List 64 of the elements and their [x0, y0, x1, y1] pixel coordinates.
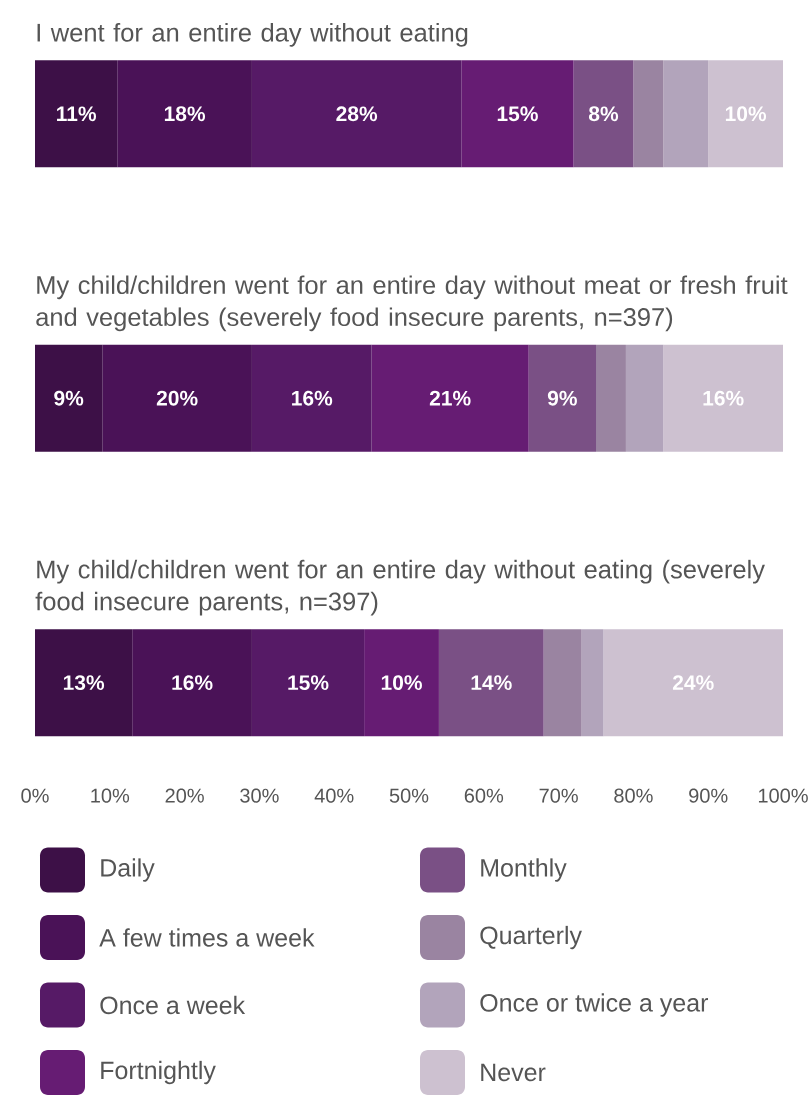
data-label: 14% — [471, 675, 512, 690]
legend-label: A few times a week — [99, 928, 315, 947]
data-label: 13% — [63, 675, 105, 691]
bar — [35, 60, 118, 168]
bar — [543, 629, 582, 737]
x-tick-label: 80% — [614, 788, 653, 803]
legend-label: Daily — [101, 858, 155, 882]
y-tick-label: I went for an entire day without eating — [37, 22, 468, 47]
data-label: 11% — [57, 106, 97, 122]
legend-label: Quarterly — [480, 925, 582, 950]
data-label: 9% — [54, 390, 84, 406]
data-label: 15% — [497, 106, 538, 122]
data-label: 10% — [725, 106, 767, 122]
data-label: 16% — [292, 390, 333, 406]
legend-label: Monthly — [481, 858, 567, 882]
bar — [581, 629, 604, 737]
bar — [371, 344, 529, 452]
bar — [625, 344, 664, 452]
data-label: 16% — [703, 390, 744, 406]
bar — [528, 344, 597, 452]
bar — [438, 629, 544, 737]
bar — [251, 344, 372, 452]
data-label: 21% — [429, 390, 471, 406]
bar — [663, 60, 709, 168]
data-label: 10% — [381, 675, 422, 691]
bar — [461, 60, 574, 168]
bar — [603, 629, 784, 737]
bar — [35, 344, 103, 452]
data-label: 20% — [156, 390, 198, 406]
bar — [132, 629, 252, 737]
x-tick-label: 100% — [758, 788, 808, 803]
x-tick-label: 40% — [314, 788, 354, 803]
data-label: 28% — [336, 106, 378, 122]
x-tick-label: 10% — [91, 788, 130, 803]
bar — [596, 344, 626, 452]
y-tick-label: My child/children went for an entire day without eating (severely food insecure parents, n=397) — [35, 559, 765, 616]
data-label: 9% — [547, 390, 577, 406]
legend-label: Once a week — [100, 995, 246, 1015]
x-tick-label: 70% — [539, 788, 578, 803]
data-label: 18% — [164, 106, 206, 122]
bar — [708, 60, 784, 168]
bar — [251, 629, 365, 737]
data-label: 16% — [172, 675, 213, 691]
bar — [251, 60, 462, 168]
data-label: 8% — [588, 106, 619, 122]
x-tick-label: 30% — [240, 788, 279, 803]
x-tick-label: 60% — [464, 788, 504, 803]
data-label: 15% — [288, 675, 329, 691]
legend-label: Never — [481, 1063, 546, 1082]
bar — [364, 629, 439, 737]
bar — [633, 60, 664, 168]
x-tick-label: 0% — [21, 788, 49, 803]
legend-label: Once or twice a year — [480, 993, 709, 1017]
legend-label: Fortnightly — [101, 1060, 216, 1085]
bar — [102, 344, 252, 452]
data-label: 24% — [672, 675, 714, 691]
bar — [573, 60, 634, 168]
x-tick-label: 90% — [689, 788, 728, 803]
x-tick-label: 50% — [389, 788, 429, 803]
bar — [663, 344, 784, 452]
bar — [35, 629, 133, 737]
bar — [117, 60, 252, 168]
y-tick-label: My child/children went for an entire day without meat or fresh fruit and vegetables (severely food insecure parents, n=397) — [36, 275, 788, 332]
x-tick-label: 20% — [165, 788, 204, 803]
